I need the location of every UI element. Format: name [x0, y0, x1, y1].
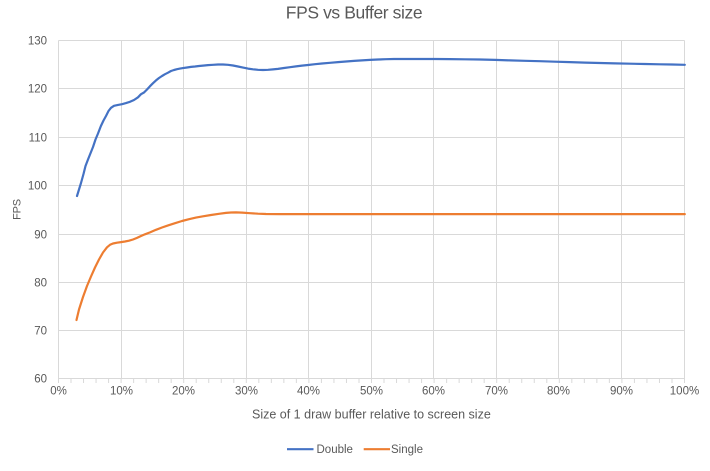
svg-text:Double: Double: [317, 444, 353, 456]
svg-text:FPS: FPS: [12, 199, 24, 220]
svg-text:70: 70: [34, 326, 47, 338]
svg-text:80%: 80%: [547, 386, 570, 398]
svg-text:90: 90: [34, 230, 47, 242]
svg-text:40%: 40%: [297, 386, 320, 398]
svg-text:60: 60: [34, 374, 47, 386]
svg-text:Size of 1 draw buffer relative: Size of 1 draw buffer relative to screen…: [252, 408, 491, 422]
svg-text:30%: 30%: [235, 386, 258, 398]
svg-text:FPS vs Buffer size: FPS vs Buffer size: [286, 3, 422, 23]
svg-text:60%: 60%: [422, 386, 445, 398]
svg-text:90%: 90%: [610, 386, 633, 398]
svg-text:20%: 20%: [172, 386, 195, 398]
svg-text:100%: 100%: [670, 386, 699, 398]
svg-text:Single: Single: [391, 444, 423, 456]
svg-text:50%: 50%: [360, 386, 383, 398]
svg-text:100: 100: [28, 181, 47, 193]
svg-text:110: 110: [29, 133, 47, 145]
svg-text:70%: 70%: [485, 386, 508, 398]
svg-text:10%: 10%: [110, 386, 133, 398]
svg-text:130: 130: [28, 36, 47, 48]
svg-text:120: 120: [28, 84, 47, 96]
svg-text:80: 80: [34, 278, 47, 290]
svg-text:0%: 0%: [50, 386, 67, 398]
